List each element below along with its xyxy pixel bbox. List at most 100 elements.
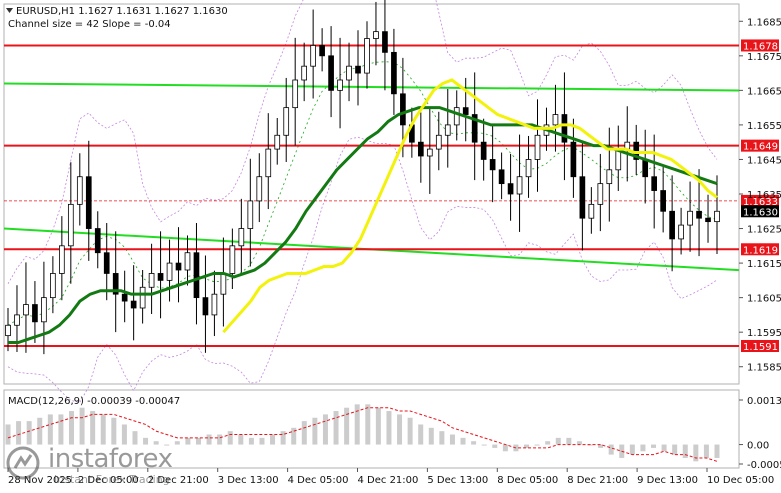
- macd-bar: [334, 411, 339, 445]
- macd-bar: [408, 418, 413, 445]
- macd-bar: [37, 418, 42, 445]
- candle-body: [158, 273, 163, 280]
- candle-body: [661, 191, 666, 212]
- macd-bar: [630, 445, 635, 455]
- candle-body: [571, 142, 576, 177]
- candle-body: [167, 263, 172, 280]
- time-tick-label: 4 Dec 05:00: [288, 475, 349, 486]
- level-tag-label: 1.1649: [743, 142, 778, 153]
- candle-body: [95, 229, 100, 253]
- candle-body: [293, 80, 298, 108]
- candle-body: [562, 115, 567, 143]
- macd-bar: [704, 445, 709, 458]
- candle-body: [68, 204, 73, 245]
- candle-body: [365, 39, 370, 74]
- candle-body: [194, 253, 199, 298]
- macd-bar: [344, 408, 349, 445]
- macd-bar: [503, 445, 508, 452]
- macd-bar: [355, 404, 360, 444]
- level-tag-label: 1.1619: [743, 245, 778, 256]
- candle-body: [688, 211, 693, 225]
- macd-bar: [312, 418, 317, 445]
- candle-body: [15, 315, 20, 325]
- price-tick-label: 1.1645: [747, 155, 781, 166]
- macd-bar: [640, 445, 645, 452]
- macd-bar: [693, 445, 698, 462]
- macd-bar: [471, 441, 476, 444]
- candle-body: [598, 184, 603, 205]
- candle-body: [652, 177, 657, 191]
- macd-bar: [683, 445, 688, 458]
- channel-info: Channel size = 42 Slope = -0.04: [8, 19, 171, 30]
- macd-bar: [259, 438, 264, 445]
- time-tick-label: 3 Dec 13:00: [218, 475, 279, 486]
- candle-body: [338, 80, 343, 90]
- candle-body: [140, 287, 145, 308]
- candle-body: [24, 305, 29, 315]
- candle-body: [454, 108, 459, 125]
- candle-body: [59, 246, 64, 274]
- current-price-label: 1.1630: [743, 207, 778, 218]
- macd-bar: [482, 445, 487, 446]
- candle-body: [203, 298, 208, 315]
- candle-body: [400, 94, 405, 125]
- macd-bar: [662, 445, 667, 452]
- candle-body: [176, 263, 181, 270]
- macd-bar: [365, 404, 370, 444]
- candle-body: [122, 294, 127, 301]
- macd-bar: [90, 411, 95, 445]
- candle-body: [643, 159, 648, 176]
- candle-body: [320, 45, 325, 55]
- macd-bar: [524, 445, 529, 448]
- candle-body: [706, 218, 711, 221]
- symbol-line: EURUSD,H1 1.1627 1.1631 1.1627 1.1630: [16, 6, 228, 17]
- macd-bar: [281, 431, 286, 444]
- candle-body: [607, 170, 612, 184]
- candle-body: [517, 177, 522, 194]
- time-tick-label: 5 Dec 13:00: [427, 475, 488, 486]
- macd-bar: [101, 414, 106, 444]
- time-tick-label: 8 Dec 21:00: [567, 475, 628, 486]
- macd-bar: [386, 411, 391, 445]
- candle-body: [77, 177, 82, 205]
- candle-body: [311, 45, 316, 66]
- candle-body: [356, 66, 361, 73]
- macd-bar: [217, 435, 222, 445]
- price-tick-label: 1.1675: [747, 52, 781, 63]
- candle-body: [302, 66, 307, 80]
- candle-body: [580, 177, 585, 218]
- candle-body: [418, 142, 423, 156]
- price-tick-label: 1.1635: [747, 190, 781, 201]
- candle-body: [221, 273, 226, 294]
- candle-body: [86, 177, 91, 229]
- candle-body: [445, 125, 450, 135]
- time-tick-label: 8 Dec 05:00: [497, 475, 558, 486]
- candle-body: [329, 56, 334, 91]
- price-tick-label: 1.1595: [747, 328, 781, 339]
- candle-body: [508, 184, 513, 194]
- candle-body: [50, 273, 55, 297]
- macd-bar: [609, 445, 614, 455]
- candle-body: [32, 305, 37, 322]
- macd-bar: [556, 438, 561, 445]
- macd-bar: [376, 408, 381, 445]
- candle-body: [374, 32, 379, 39]
- macd-bar: [577, 441, 582, 444]
- macd-bar: [566, 438, 571, 445]
- candle-body: [185, 253, 190, 270]
- candle-body: [679, 225, 684, 239]
- macd-bar: [111, 418, 116, 445]
- macd-bar: [238, 435, 243, 445]
- time-tick-label: 9 Dec 13:00: [637, 475, 698, 486]
- price-pane-frame: [4, 4, 739, 384]
- macd-tick-label: 0.00133: [747, 396, 781, 407]
- level-tag-label: 1.1678: [743, 41, 778, 52]
- macd-bar: [492, 445, 497, 448]
- candle-body: [257, 177, 262, 201]
- price-tick-label: 1.1655: [747, 121, 781, 132]
- candle-body: [436, 135, 441, 149]
- candle-body: [284, 108, 289, 136]
- candle-body: [239, 229, 244, 246]
- candle-body: [131, 301, 136, 308]
